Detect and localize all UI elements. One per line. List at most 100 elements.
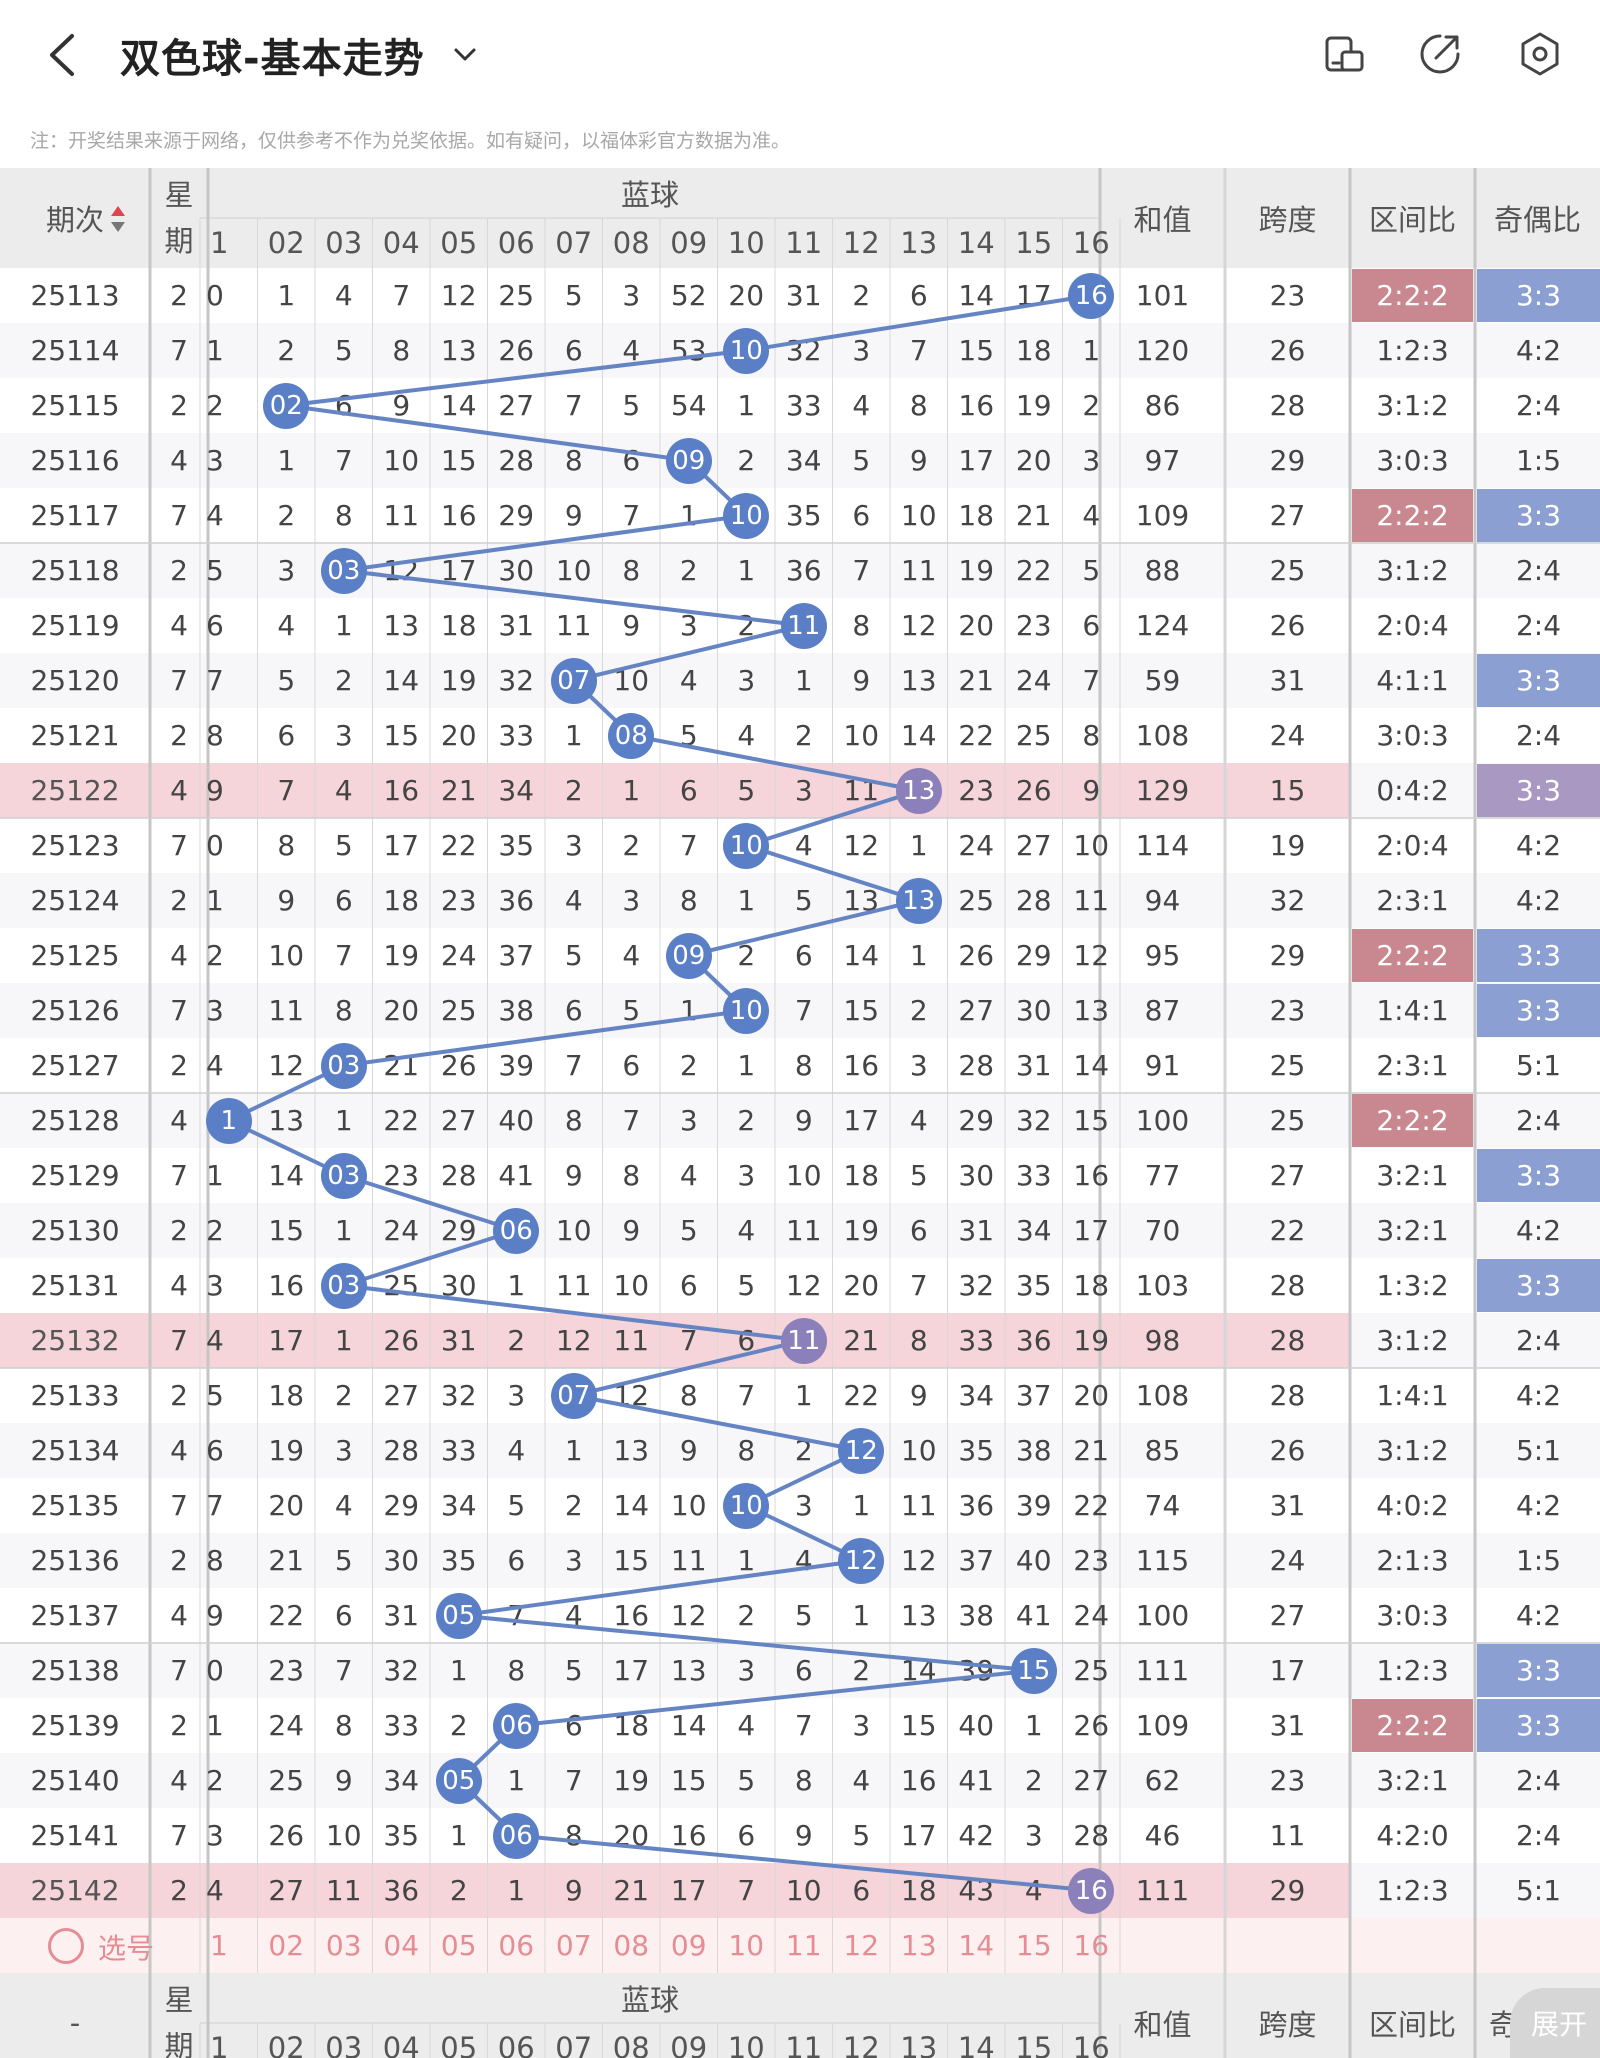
cell-miss-count: 6 (852, 499, 871, 532)
cell-miss-count: 4 (852, 1764, 871, 1797)
blue-ball-marker: 10 (723, 1482, 770, 1529)
cell-miss-count: 8 (206, 1544, 224, 1577)
cell-miss-count: 13 (1073, 994, 1110, 1027)
header-odd-even-ratio: 奇偶比 (1493, 203, 1581, 237)
cell-miss-count: 1 (909, 829, 928, 862)
cell-sum: 94 (1144, 884, 1181, 917)
trend-line-segment (516, 1668, 1034, 1728)
cell-miss-count: 11 (900, 1489, 937, 1522)
cell-zone-ratio: 1:4:1 (1376, 994, 1449, 1027)
cell-miss-count: 10 (613, 1269, 650, 1302)
cell-miss-count: 33 (498, 719, 535, 752)
settings-icon[interactable] (1516, 30, 1564, 78)
cell-miss-count: 10 (785, 1159, 822, 1192)
row-highlight (0, 1313, 1100, 1368)
cell-miss-count: 16 (440, 499, 477, 532)
cell-miss-count: 11 (785, 1214, 822, 1247)
blue-ball-marker: 03 (320, 1042, 367, 1089)
cell-miss-count: 7 (334, 939, 353, 972)
phone-rotate-icon[interactable] (1320, 30, 1368, 78)
cell-miss-count: 53 (670, 334, 707, 367)
cell-miss-count: 10 (1073, 829, 1110, 862)
cell-miss-count: 25 (268, 1764, 305, 1797)
cell-sum: 124 (1135, 609, 1190, 642)
blue-ball-marker: 03 (320, 547, 367, 594)
cell-miss-count: 11 (383, 499, 420, 532)
cell-zone-ratio: 3:1:2 (1376, 554, 1449, 587)
cell-miss-count: 1 (206, 1159, 224, 1192)
cell-week: 4 (170, 1434, 188, 1467)
cell-miss-count: 24 (1073, 1599, 1110, 1632)
trend-line-segment (688, 898, 920, 958)
cell-miss-count: 1 (449, 1654, 468, 1687)
cell-miss-count: 22 (440, 829, 477, 862)
cell-miss-count: 18 (1073, 1269, 1110, 1302)
cell-period: 25130 (30, 1214, 120, 1247)
cell-miss-count: 52 (670, 279, 707, 312)
header-blue-group: 蓝球 (620, 1983, 679, 2017)
back-icon[interactable] (40, 30, 84, 80)
blue-ball-marker: 11 (780, 602, 827, 649)
blue-ball-marker: 06 (493, 1702, 540, 1749)
share-icon[interactable] (1416, 30, 1464, 78)
trend-chart-grid[interactable]: 期次星期蓝球 1 02 03 04 05 06 07 08 09 10 11 12 13 14 15 16 和值跨… (0, 168, 1600, 2058)
cell-miss-count: 40 (1015, 1544, 1052, 1577)
cell-span: 31 (1269, 1489, 1306, 1522)
cell-miss-count: 8 (1082, 719, 1101, 752)
cell-odd-even-ratio: 4:2 (1515, 334, 1562, 367)
header-zone-ratio: 区间比 (1368, 203, 1456, 237)
cell-week: 4 (170, 1269, 188, 1302)
cell-miss-count: 1 (1082, 334, 1101, 367)
cell-miss-count: 37 (1015, 1379, 1052, 1412)
cell-week: 2 (170, 884, 188, 917)
blue-ball-marker: 07 (550, 657, 597, 704)
cell-miss-count: 25 (958, 884, 995, 917)
cell-odd-even-ratio: 1:5 (1515, 444, 1562, 477)
cell-miss-count: 1 (852, 1489, 871, 1522)
cell-miss-count: 15 (843, 994, 880, 1027)
cell-miss-count: 6 (206, 1434, 224, 1467)
cell-miss-count: 21 (1015, 499, 1052, 532)
cell-miss-count: 27 (1015, 829, 1052, 862)
cell-odd-even-ratio: 3:3 (1477, 489, 1600, 542)
cell-miss-count: 32 (498, 664, 535, 697)
cell-odd-even-ratio: 4:2 (1515, 1379, 1562, 1412)
cell-miss-count: 41 (1015, 1599, 1052, 1632)
cell-miss-count: 7 (334, 444, 353, 477)
sort-icon[interactable] (110, 204, 126, 238)
cell-week: 2 (170, 279, 188, 312)
blue-ball-marker: 02 (263, 382, 310, 429)
cell-miss-count: 18 (843, 1159, 880, 1192)
cell-miss-count: 7 (206, 1489, 224, 1522)
header-blue-number: 03 (325, 2031, 363, 2058)
cell-miss-count: 3 (622, 279, 641, 312)
cell-miss-count: 30 (1015, 994, 1052, 1027)
trend-line-segment (285, 403, 690, 463)
cell-miss-count: 14 (843, 939, 880, 972)
cell-miss-count: 2 (277, 499, 296, 532)
cell-miss-count: 31 (785, 279, 822, 312)
pick-row-background (0, 1918, 1600, 1973)
chevron-down-icon[interactable] (448, 40, 482, 70)
cell-miss-count: 35 (498, 829, 535, 862)
header-blue-number: 07 (555, 226, 593, 260)
cell-miss-count: 3 (737, 1159, 756, 1192)
header-blue-number: 15 (1015, 226, 1053, 260)
cell-week: 7 (170, 334, 188, 367)
cell-miss-count: 1 (206, 884, 224, 917)
cell-miss-count: 13 (613, 1434, 650, 1467)
blue-ball-marker: 16 (1068, 272, 1115, 319)
row-background (0, 1368, 1600, 1423)
page-title[interactable]: 双色球-基本走势 (120, 36, 425, 82)
cell-miss-count: 27 (440, 1104, 477, 1137)
cell-miss-count: 3 (507, 1379, 526, 1412)
cell-miss-count: 7 (564, 389, 583, 422)
cell-sum: 120 (1135, 334, 1190, 367)
cell-odd-even-ratio: 3:3 (1477, 1699, 1600, 1752)
cell-span: 28 (1269, 389, 1306, 422)
cell-miss-count: 15 (958, 334, 995, 367)
expand-button[interactable]: 展开 (1510, 1988, 1600, 2058)
cell-miss-count: 2 (737, 1104, 756, 1137)
cell-span: 15 (1269, 774, 1306, 807)
cell-miss-count: 3 (679, 1104, 698, 1137)
